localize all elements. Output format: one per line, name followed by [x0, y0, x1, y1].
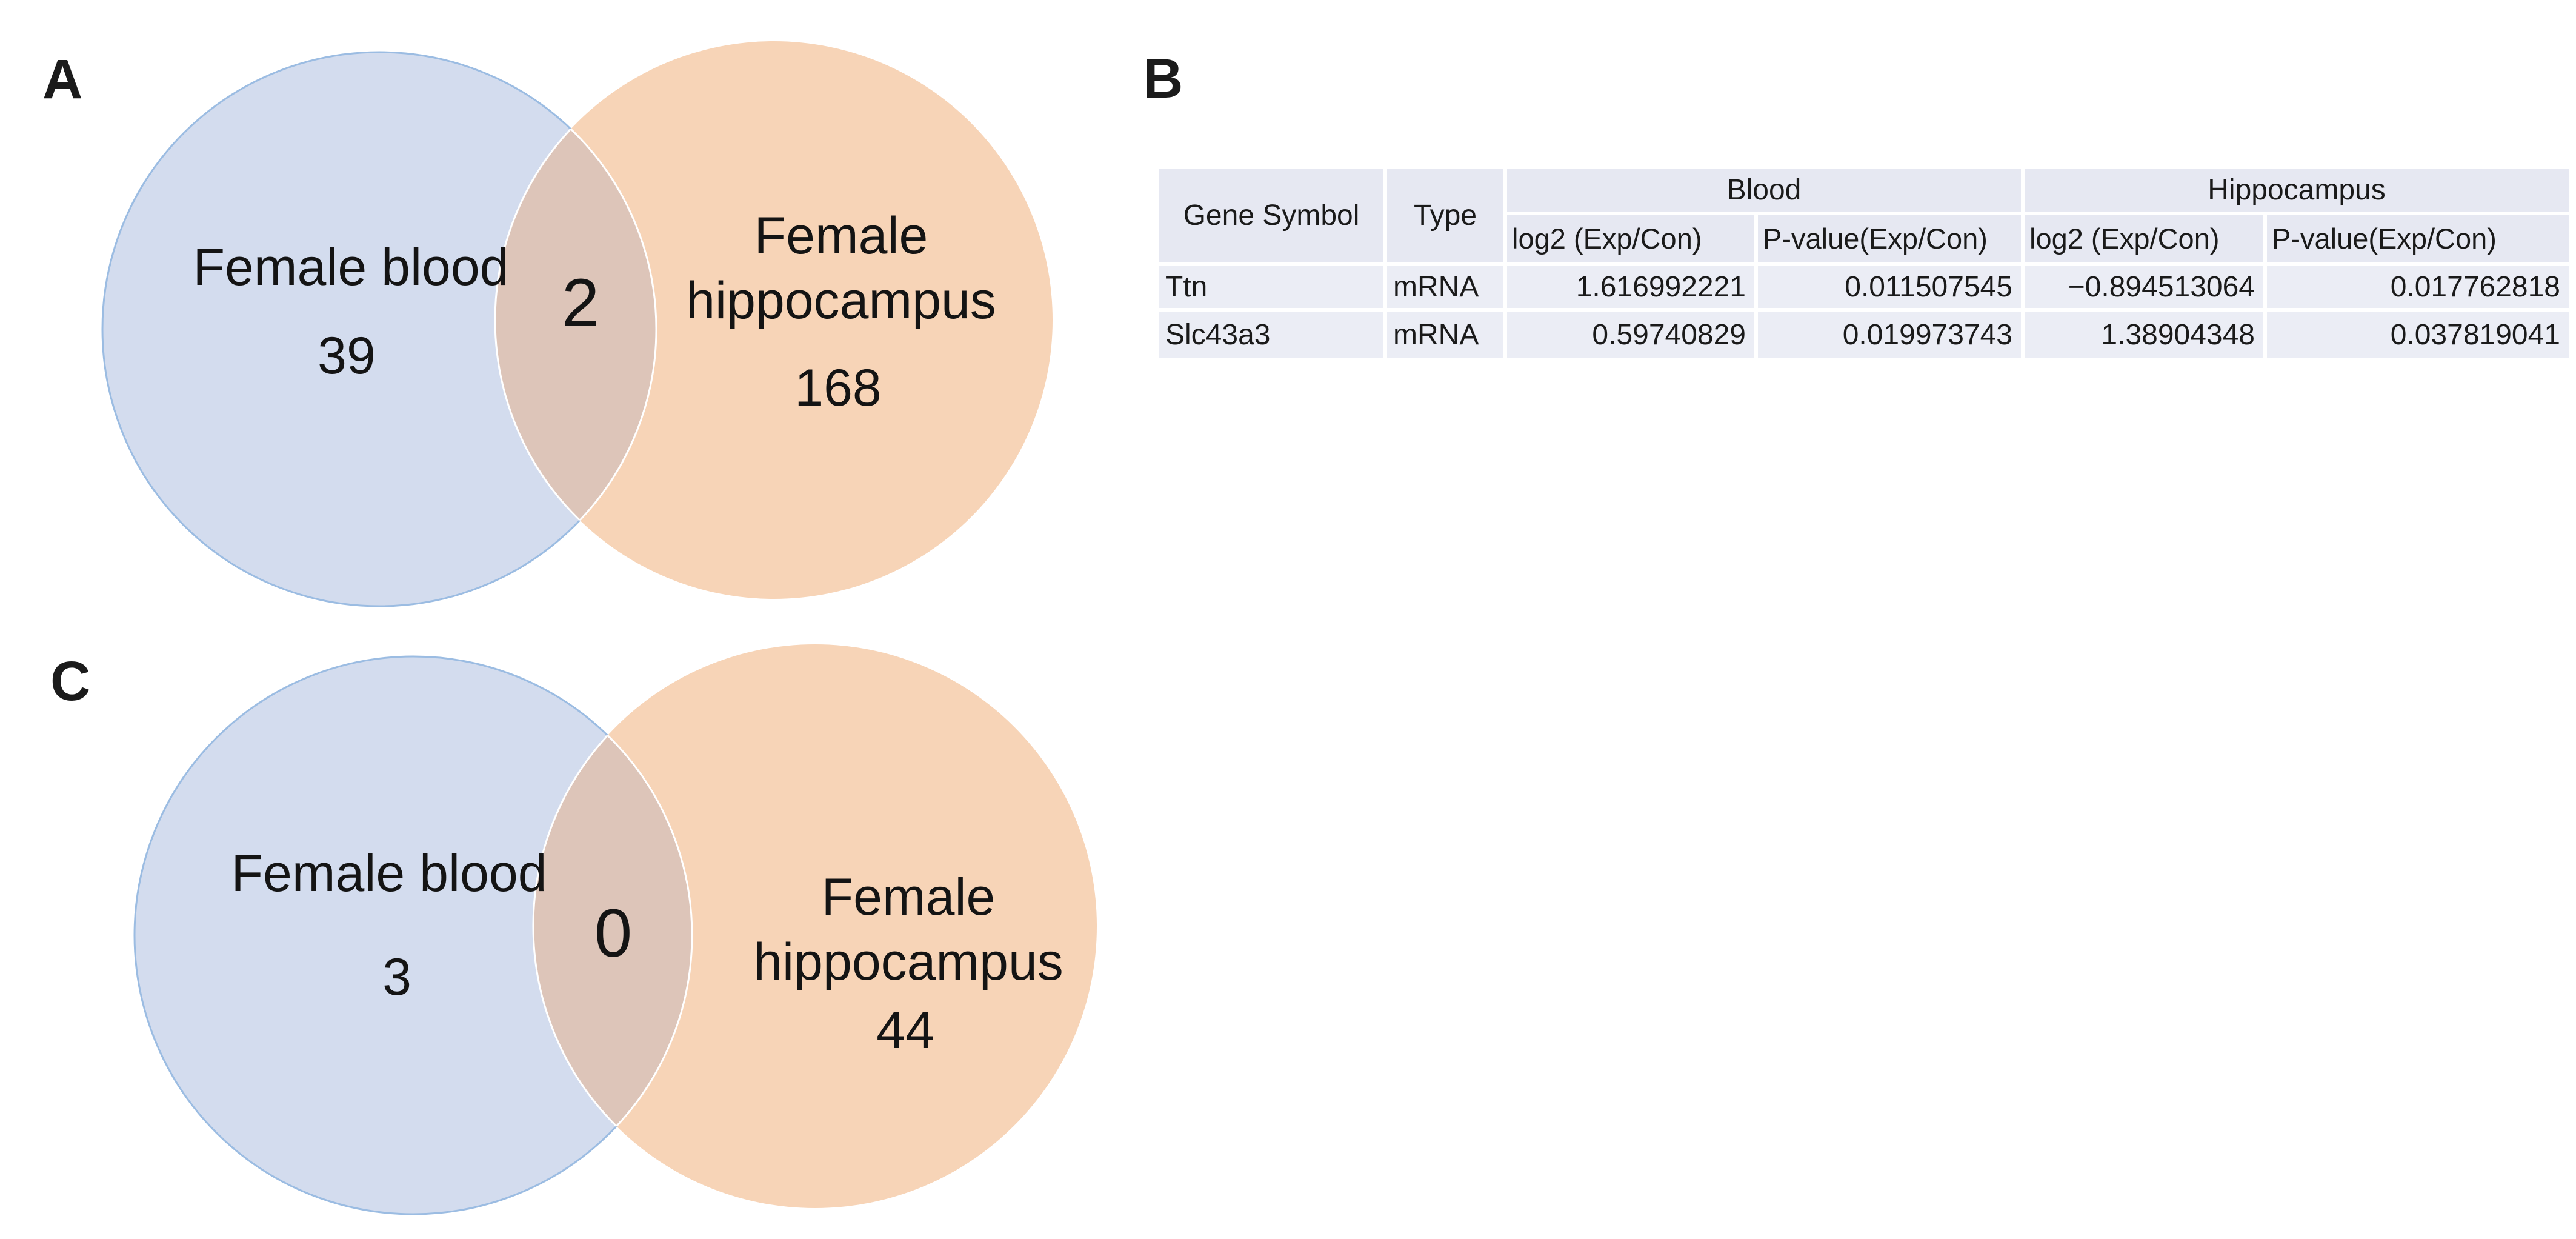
- venn-a-left-set-label: Female blood: [193, 238, 509, 296]
- cell-gene: Slc43a3: [1159, 312, 1383, 358]
- venn-a: [101, 41, 1053, 607]
- cell-blood-pvalue: 0.019973743: [1758, 312, 2021, 358]
- subheader-hippocampus-pvalue: P-value(Exp/Con): [2267, 215, 2569, 262]
- table-row: Slc43a3 mRNA 0.59740829 0.019973743 1.38…: [1159, 312, 2569, 358]
- venn-a-right-set-label: Female hippocampus: [686, 204, 996, 333]
- deg-table: Gene Symbol Type Blood Hippocampus log2 …: [1156, 165, 2572, 362]
- cell-blood-pvalue: 0.011507545: [1758, 266, 2021, 308]
- subheader-blood-pvalue: P-value(Exp/Con): [1758, 215, 2021, 262]
- venn-c-right-circle: [533, 644, 1097, 1208]
- venn-c-overlap-count: 0: [594, 895, 633, 971]
- group-header-blood: Blood: [1507, 169, 2021, 212]
- cell-hippocampus-log2: −0.894513064: [2025, 266, 2263, 308]
- venn-c-right-label-line2: hippocampus: [753, 933, 1063, 991]
- cell-hippocampus-log2: 1.38904348: [2025, 312, 2263, 358]
- venn-a-right-circle: [495, 41, 1053, 599]
- group-header-hippocampus: Hippocampus: [2025, 169, 2569, 212]
- table-header-row-measures: log2 (Exp/Con) P-value(Exp/Con) log2 (Ex…: [1159, 215, 2569, 262]
- col-header-type: Type: [1387, 169, 1503, 262]
- venn-c: [133, 644, 1097, 1215]
- venn-c-right-count: 44: [876, 1001, 934, 1060]
- venn-a-overlap-edge: [494, 52, 656, 600]
- venn-c-right-set-label: Female hippocampus: [753, 865, 1063, 995]
- venn-c-left-count: 3: [382, 948, 411, 1006]
- venn-a-right-label-line2: hippocampus: [686, 272, 996, 330]
- venn-c-left-set-label: Female blood: [231, 844, 547, 903]
- table-header-row-groups: Gene Symbol Type Blood Hippocampus: [1159, 169, 2569, 262]
- panel-a-label: A: [42, 48, 83, 110]
- panel-c-label: C: [50, 650, 91, 712]
- subheader-hippocampus-log2: log2 (Exp/Con): [2025, 215, 2263, 262]
- cell-type: mRNA: [1387, 266, 1503, 308]
- subheader-blood-log2: log2 (Exp/Con): [1507, 215, 1754, 262]
- venn-a-overlap-count: 2: [561, 265, 600, 341]
- cell-blood-log2: 1.616992221: [1507, 266, 1754, 308]
- cell-hippocampus-pvalue: 0.037819041: [2267, 312, 2569, 358]
- venn-c-overlap-edge: [532, 656, 692, 1209]
- cell-blood-log2: 0.59740829: [1507, 312, 1754, 358]
- venn-a-left-count: 39: [318, 327, 376, 385]
- venn-c-right-label-line1: Female: [821, 868, 996, 926]
- cell-type: mRNA: [1387, 312, 1503, 358]
- cell-gene: Ttn: [1159, 266, 1383, 308]
- table-row: Ttn mRNA 1.616992221 0.011507545 −0.8945…: [1159, 266, 2569, 308]
- venn-a-right-label-line1: Female: [754, 207, 928, 265]
- cell-hippocampus-pvalue: 0.017762818: [2267, 266, 2569, 308]
- col-header-gene-symbol: Gene Symbol: [1159, 169, 1383, 262]
- venn-a-right-count: 168: [794, 359, 882, 417]
- panel-b-label: B: [1143, 48, 1183, 110]
